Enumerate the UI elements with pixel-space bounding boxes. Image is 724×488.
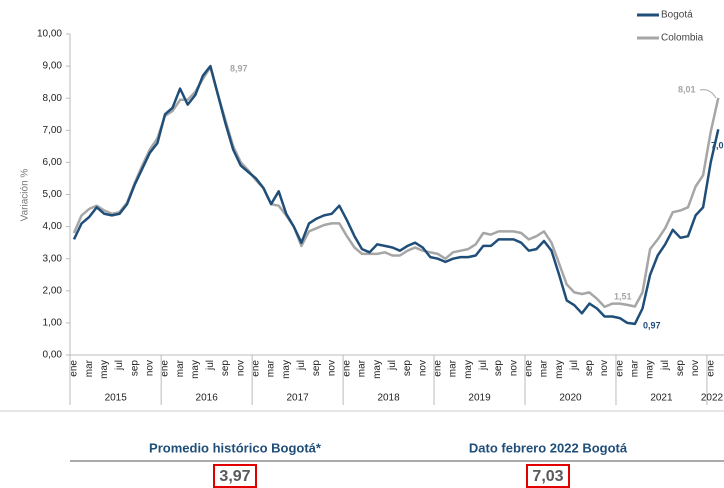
x-tick-label: sep [402,360,413,377]
y-tick-label: 4,00 [43,221,63,232]
x-tick-label: mar [84,359,95,377]
year-label: 2021 [650,393,673,404]
summary-value: 7,03 [532,468,563,485]
summary-value: 3,97 [219,468,250,485]
x-tick-label: jul [660,360,671,371]
x-tick-label: sep [493,360,504,377]
x-tick-label: mar [448,359,459,377]
x-tick-label: may [99,360,110,379]
x-tick-label: nov [690,360,701,376]
x-tick-label: jul [296,360,307,371]
annotation: 1,51 [614,291,632,301]
x-tick-label: nov [326,360,337,376]
leader-line [699,89,717,99]
y-tick-label: 2,00 [43,285,63,296]
x-tick-label: sep [675,360,686,377]
x-tick-label: ene [705,360,716,377]
x-tick-label: nov [599,360,610,376]
y-tick-label: 8,00 [43,93,63,104]
x-tick-label: sep [311,360,322,377]
annotation: 8,01 [678,84,696,94]
x-tick-label: mar [630,359,641,377]
y-tick-label: 5,00 [43,189,63,200]
x-tick-label: jul [387,360,398,371]
year-label: 2022 [701,393,724,404]
y-tick-label: 7,00 [43,125,63,136]
summary-label: Dato febrero 2022 Bogotá [469,440,628,455]
x-tick-label: ene [251,360,262,377]
x-tick-label: may [190,360,201,379]
x-tick-label: may [281,360,292,379]
x-tick-label: may [463,360,474,379]
year-label: 2017 [286,393,309,404]
x-tick-label: nov [508,360,519,376]
summary-box [213,464,257,488]
y-tick-label: 10,00 [37,29,62,40]
y-axis-label: Variación % [20,169,31,222]
x-tick-label: sep [584,360,595,377]
x-tick-label: jul [205,360,216,371]
x-tick-label: ene [342,360,353,377]
x-tick-label: nov [144,360,155,376]
x-tick-label: sep [129,360,140,377]
x-tick-label: jul [114,360,125,371]
x-tick-label: jul [478,360,489,371]
year-label: 2020 [559,393,582,404]
x-tick-label: ene [523,360,534,377]
legend-label: Bogotá [661,10,693,21]
summary-box [526,464,570,488]
series-line [72,65,720,309]
year-label: 2018 [377,393,400,404]
x-tick-label: mar [539,359,550,377]
x-tick-label: mar [175,359,186,377]
annotation: 8,97 [230,63,248,73]
x-tick-label: may [554,360,565,379]
x-tick-label: sep [220,360,231,377]
year-label: 2019 [468,393,491,404]
x-tick-label: may [372,360,383,379]
x-tick-label: ene [69,360,80,377]
y-tick-label: 1,00 [43,318,63,329]
x-tick-label: nov [417,360,428,376]
x-tick-label: jul [569,360,580,371]
x-tick-label: may [645,360,656,379]
x-tick-label: mar [266,359,277,377]
x-tick-label: ene [160,360,171,377]
year-label: 2015 [105,393,128,404]
summary-label: Promedio histórico Bogotá* [149,440,322,455]
y-tick-label: 6,00 [43,157,63,168]
annotation: 0,97 [643,320,661,330]
x-tick-label: ene [432,360,443,377]
series-line [72,64,720,326]
year-label: 2016 [196,393,219,404]
annotation: 7,0 [711,140,724,150]
x-tick-label: ene [614,360,625,377]
y-tick-label: 0,00 [43,350,63,361]
x-tick-label: mar [357,359,368,377]
y-tick-label: 3,00 [43,253,63,264]
x-tick-label: nov [235,360,246,376]
y-tick-label: 9,00 [43,61,63,72]
legend-label: Colombia [661,33,704,44]
